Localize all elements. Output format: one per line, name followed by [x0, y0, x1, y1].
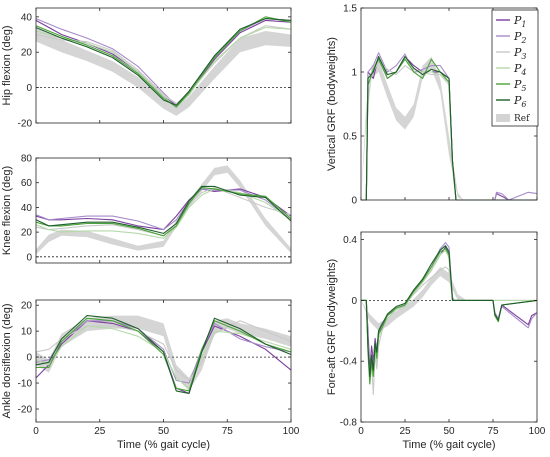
y-axis-label: Vertical GRF (bodyweights) [326, 37, 338, 171]
panel-vgrf: 0 0.5 1 1.5 Vertical GRF (bodyweights) [326, 4, 538, 207]
y-tick-label: 60 [21, 178, 33, 189]
y-tick-label: 0 [351, 296, 357, 307]
y-tick-label: 1 [351, 68, 357, 79]
legend-subscript: 5 [521, 84, 526, 93]
y-tick-label: 0 [26, 83, 32, 94]
y-tick-label: 20 [21, 48, 33, 59]
x-tick-label: 50 [443, 426, 455, 437]
reference-band [36, 165, 291, 255]
series-line-p1 [361, 246, 538, 370]
y-tick-label: 80 [21, 154, 33, 165]
series-line-p6 [35, 18, 292, 106]
reference-band [36, 27, 291, 116]
series-line-p5 [35, 187, 292, 237]
panel-hip: -20 0 20 40 Hip flexion (deg) [1, 7, 292, 130]
x-tick-label: 25 [94, 426, 106, 437]
y-axis-label: Hip flexion (deg) [1, 25, 13, 105]
x-tick-label: 25 [399, 426, 411, 437]
x-axis-label: Time (% gait cycle) [117, 439, 210, 451]
series-line-p1 [35, 19, 292, 106]
legend-swatch-ref [496, 114, 510, 122]
series-line-p3 [35, 187, 292, 237]
y-tick-label: -20 [18, 405, 33, 416]
series-line-p2 [361, 52, 538, 201]
y-tick-label: 20 [21, 228, 33, 239]
axes-box [35, 157, 292, 264]
series-line-p3 [35, 320, 292, 382]
x-tick-label: 0 [33, 426, 39, 437]
y-axis-label: Knee flexion (deg) [1, 166, 13, 255]
y-axis-label: Ankle dorsiflexion (deg) [1, 304, 13, 419]
series-line-p1 [35, 188, 292, 231]
x-tick-label: 0 [358, 426, 364, 437]
axes-box [35, 299, 292, 423]
series-line-p4 [35, 188, 292, 239]
series-line-p4 [35, 325, 292, 389]
series-line-p2 [35, 188, 292, 231]
y-tick-label: 0.5 [343, 132, 357, 143]
y-tick-label: 40 [21, 203, 33, 214]
y-tick-label: 40 [21, 12, 33, 23]
series-line-p5 [361, 248, 538, 385]
series-line-p6 [35, 185, 292, 234]
x-tick-label: 50 [158, 426, 170, 437]
legend-label-ref: Ref [514, 114, 530, 124]
x-tick-label: 100 [283, 426, 300, 437]
panel-ankle: -20 -10 0 10 20 0 25 50 75 100 Ankle dorsiflexion … [1, 299, 300, 451]
series-line-p6 [361, 245, 538, 377]
series-line-p6 [35, 315, 292, 394]
legend-subscript: 3 [521, 52, 526, 61]
reference-band [36, 315, 291, 391]
x-tick-label: 75 [222, 426, 234, 437]
series-line-p3 [361, 266, 537, 396]
y-tick-label: -0.8 [340, 418, 358, 429]
y-tick-label: 20 [21, 301, 33, 312]
reference-band [361, 56, 537, 200]
legend-subscript: 1 [521, 20, 526, 29]
x-tick-label: 100 [529, 426, 546, 437]
legend-subscript: 6 [521, 100, 526, 109]
x-axis-label: Time (% gait cycle) [402, 439, 495, 451]
y-tick-label: 0.4 [343, 235, 357, 246]
y-tick-label: 1.5 [343, 4, 357, 15]
panel-apgrf: -0.8 -0.4 0 0.4 0 25 50 75 100 Fore-aft GRF (body… [326, 231, 546, 451]
legend-subscript: 2 [520, 36, 526, 45]
legend-subscript: 4 [520, 68, 526, 77]
y-axis-label: Fore-aft GRF (bodyweights) [326, 259, 338, 395]
y-tick-label: 0 [351, 196, 357, 207]
series-line-p6 [361, 56, 537, 201]
y-tick-label: -20 [18, 119, 33, 130]
series-line-p4 [35, 26, 292, 108]
reference-band [361, 267, 537, 331]
y-tick-label: -10 [18, 379, 33, 390]
y-tick-label: 0 [26, 252, 32, 263]
y-tick-label: 0 [26, 353, 32, 364]
panel-knee: 0 20 40 60 80 Knee flexion (deg) [1, 154, 292, 264]
x-tick-label: 75 [487, 426, 499, 437]
y-tick-label: -0.4 [340, 357, 358, 368]
y-tick-label: 10 [21, 327, 33, 338]
